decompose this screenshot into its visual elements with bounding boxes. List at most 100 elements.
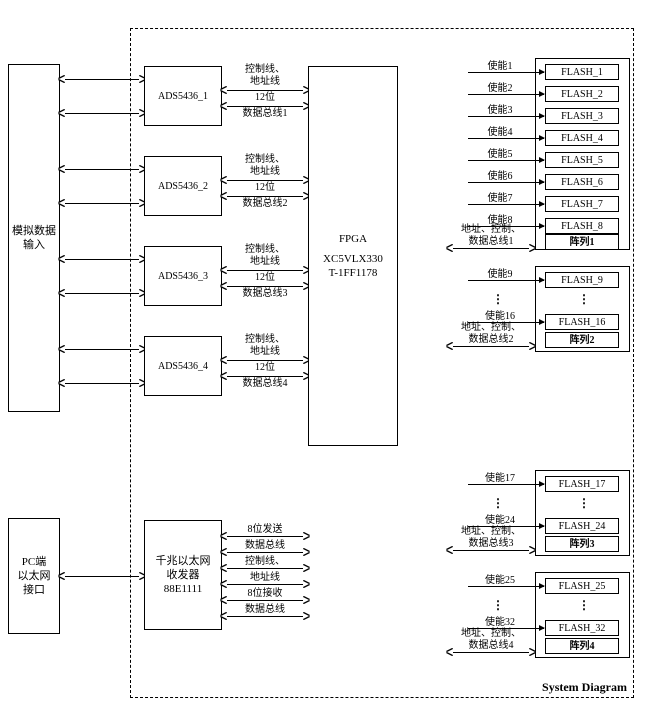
array-label-box: 阵列1 [545,234,619,250]
bus-label: 数据总线 [232,540,298,551]
array-label-box: 阵列4 [545,638,619,654]
bus-label: 控制线、 [232,154,298,165]
enable-label: 使能5 [470,149,530,160]
bus-label: 12位 [232,362,298,373]
pc-eth-box: PC端 以太网 接口 [8,518,60,634]
arrow-adc-fpga [222,360,308,361]
enable-label: 使能1 [470,61,530,72]
bus-label: 数据总线2 [450,334,532,345]
ethernet-transceiver: 千兆以太网 收发器 88E1111 [144,520,222,630]
arrow-eth-fpga [222,552,308,553]
flash-box: FLASH_7 [545,196,619,212]
adc-box: ADS5436_2 [144,156,222,216]
arrow-enable [468,182,544,183]
enable-label: 使能2 [470,83,530,94]
bus-label: 12位 [232,92,298,103]
enable-label: 使能32 [470,617,530,628]
bus-label: 控制线、 [232,64,298,75]
arrow-eth-fpga [222,568,308,569]
arrow-ext-to-adc [60,113,144,114]
adc-label: ADS5436_1 [158,90,208,103]
arrow-adc-fpga [222,180,308,181]
enable-label: 使能17 [470,473,530,484]
arrow-adc-fpga [222,90,308,91]
arrow-enable [468,72,544,73]
vdots-icon: ⋮ [578,296,590,302]
fpga-line3: T-1FF1178 [329,266,378,280]
flash-box: FLASH_32 [545,620,619,636]
vdots-icon: ⋮ [492,500,504,506]
adc-label: ADS5436_4 [158,360,208,373]
ethernet-label: 千兆以太网 收发器 88E1111 [156,554,211,597]
arrow-ext-to-adc [60,79,144,80]
bus-label: 地址线 [232,346,298,357]
arrow-bus-fpga-array [448,652,534,653]
bus-label: 数据总线 [232,604,298,615]
fpga-line2: XC5VLX330 [323,252,383,266]
bus-label: 地址线 [232,572,298,583]
flash-box: FLASH_25 [545,578,619,594]
bus-label: 地址线 [232,256,298,267]
flash-box: FLASH_2 [545,86,619,102]
bus-label: 数据总线1 [450,236,532,247]
arrow-ext-to-adc [60,293,144,294]
arrow-enable [468,484,544,485]
bus-label: 控制线、 [232,244,298,255]
arrow-adc-fpga [222,376,308,377]
arrow-enable [468,204,544,205]
array-label-box: 阵列3 [545,536,619,552]
arrow-eth-fpga [222,600,308,601]
flash-box: FLASH_3 [545,108,619,124]
arrow-ext-to-adc [60,349,144,350]
arrow-enable [468,280,544,281]
adc-box: ADS5436_4 [144,336,222,396]
array-label-box: 阵列2 [545,332,619,348]
bus-label: 数据总线4 [232,378,298,389]
vdots-icon: ⋮ [492,602,504,608]
diagram-canvas: System Diagram 模拟数据 输入 PC端 以太网 接口 ADS543… [8,8,638,701]
arrow-enable [468,138,544,139]
flash-box: FLASH_1 [545,64,619,80]
arrow-adc-fpga [222,286,308,287]
flash-box: FLASH_5 [545,152,619,168]
analog-input-label: 模拟数据 输入 [12,224,56,253]
arrow-enable [468,94,544,95]
pc-eth-label: PC端 以太网 接口 [18,555,51,598]
bus-label: 地址线 [232,76,298,87]
enable-label: 使能16 [470,311,530,322]
flash-box: FLASH_24 [545,518,619,534]
arrow-bus-fpga-array [448,248,534,249]
arrow-adc-fpga [222,196,308,197]
arrow-ext-to-eth [60,576,144,577]
bus-label: 地址、控制、 [450,224,532,235]
arrow-bus-fpga-array [448,550,534,551]
system-title: System Diagram [542,680,627,695]
flash-box: FLASH_6 [545,174,619,190]
bus-label: 12位 [232,182,298,193]
arrow-ext-to-adc [60,203,144,204]
arrow-eth-fpga [222,616,308,617]
flash-box: FLASH_16 [545,314,619,330]
adc-label: ADS5436_2 [158,180,208,193]
enable-label: 使能24 [470,515,530,526]
adc-box: ADS5436_1 [144,66,222,126]
vdots-icon: ⋮ [578,602,590,608]
arrow-enable [468,116,544,117]
arrow-bus-fpga-array [448,346,534,347]
arrow-enable [468,586,544,587]
arrow-adc-fpga [222,270,308,271]
arrow-eth-fpga [222,584,308,585]
bus-label: 地址线 [232,166,298,177]
enable-label: 使能9 [470,269,530,280]
flash-box: FLASH_9 [545,272,619,288]
arrow-eth-fpga [222,536,308,537]
enable-label: 使能4 [470,127,530,138]
vdots-icon: ⋮ [578,500,590,506]
enable-label: 使能25 [470,575,530,586]
bus-label: 地址、控制、 [450,322,532,333]
arrow-ext-to-adc [60,383,144,384]
arrow-enable [468,160,544,161]
bus-label: 8位发送 [232,524,298,535]
bus-label: 地址、控制、 [450,628,532,639]
adc-label: ADS5436_3 [158,270,208,283]
